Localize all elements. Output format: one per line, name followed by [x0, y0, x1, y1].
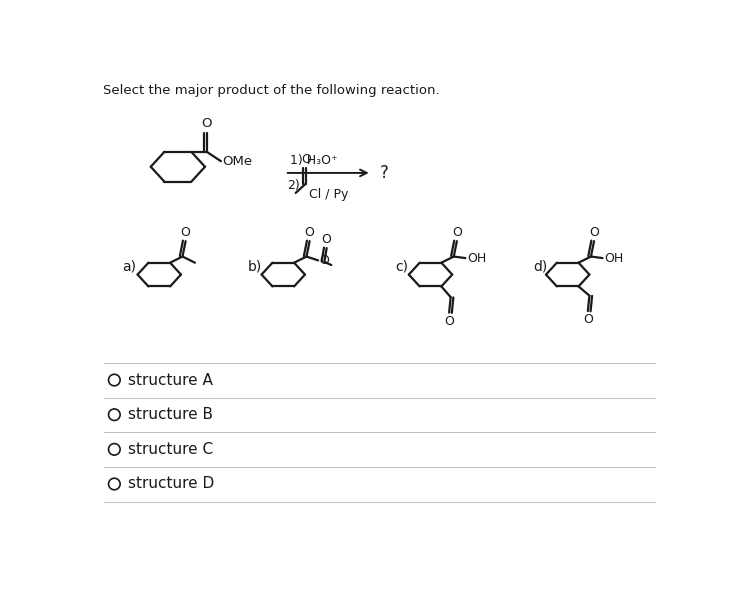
Text: O: O: [444, 315, 454, 328]
Text: structure C: structure C: [128, 442, 213, 457]
Text: O: O: [202, 118, 212, 130]
Text: d): d): [533, 260, 547, 274]
Text: ?: ?: [379, 164, 388, 182]
Text: O: O: [181, 226, 190, 239]
Text: O: O: [322, 233, 332, 246]
Text: O: O: [452, 226, 462, 239]
Text: OH: OH: [604, 252, 623, 264]
Text: O: O: [319, 254, 329, 267]
Text: O: O: [589, 226, 599, 239]
Circle shape: [108, 409, 120, 421]
Text: O: O: [305, 226, 315, 239]
Text: Select the major product of the following reaction.: Select the major product of the followin…: [104, 84, 440, 97]
Circle shape: [108, 444, 120, 455]
Text: structure D: structure D: [128, 476, 215, 491]
Text: Cl / Py: Cl / Py: [309, 188, 348, 201]
Text: OH: OH: [467, 252, 486, 264]
Circle shape: [108, 478, 120, 490]
Text: a): a): [122, 260, 136, 274]
Text: 2): 2): [288, 179, 300, 192]
Text: c): c): [395, 260, 408, 274]
Text: b): b): [247, 260, 262, 274]
Text: structure B: structure B: [128, 407, 213, 422]
Text: OMe: OMe: [222, 154, 253, 168]
Text: O: O: [583, 314, 593, 326]
Circle shape: [108, 374, 120, 386]
Text: structure A: structure A: [128, 372, 213, 387]
Text: 1) H₃O⁺: 1) H₃O⁺: [290, 154, 338, 167]
Text: O: O: [301, 153, 310, 166]
